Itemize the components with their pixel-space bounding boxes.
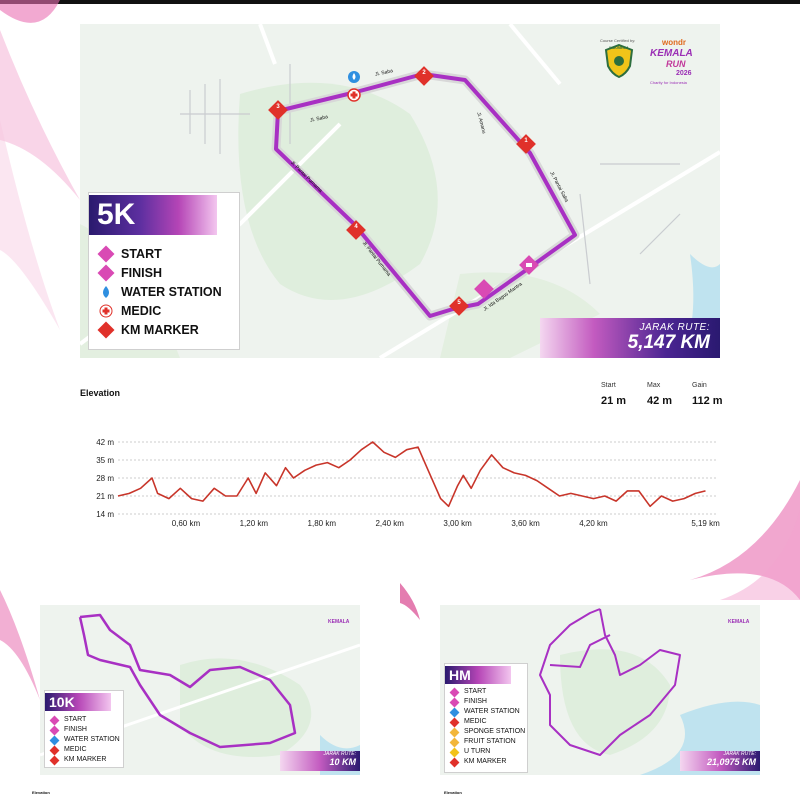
y-tick-label: 42 m — [96, 438, 114, 447]
km-marker-2[interactable]: 2 — [414, 66, 434, 86]
elevation-title-hm: Elevation — [444, 790, 462, 795]
elevation-title-10k: Elevation — [32, 790, 50, 795]
x-tick-label: 3,00 km — [443, 519, 472, 528]
event-name: KEMALA — [650, 48, 693, 59]
medic-marker[interactable] — [347, 88, 361, 102]
legend-item-finish: FINISH — [97, 264, 162, 282]
course-map-10k[interactable]: 10K START FINISH WATER STATION MEDIC KM … — [40, 605, 360, 775]
finish-marker[interactable] — [518, 254, 540, 276]
association-name: INDONESIA — [609, 46, 629, 50]
event-tagline: Charity for Indonesia — [650, 80, 687, 85]
elevation-title: Elevation — [80, 388, 121, 398]
distance-label: JARAK RUTE: — [639, 322, 710, 333]
y-tick-label: 14 m — [96, 510, 114, 519]
y-tick-label: 28 m — [96, 474, 114, 483]
sponsor-logo: wondr — [662, 38, 686, 47]
stat-start-value: 21 m — [601, 395, 627, 407]
medic-cross-icon — [99, 304, 113, 318]
km-marker-icon — [97, 321, 115, 339]
start-marker-icon — [449, 687, 460, 697]
x-tick-label: 0,60 km — [172, 519, 201, 528]
km-marker-3[interactable]: 3 — [268, 100, 288, 120]
legend-item-km: KM MARKER — [97, 321, 199, 339]
x-tick-label: 2,40 km — [375, 519, 404, 528]
km-marker-4[interactable]: 4 — [346, 220, 366, 240]
x-tick-label: 4,20 km — [579, 519, 608, 528]
sponge-icon — [449, 727, 460, 737]
elevation-series-line — [117, 441, 706, 508]
elevation-chart: 42 m 35 m 28 m 21 m 14 m 0,60 km 1,20 km 1,80 k… — [96, 438, 720, 528]
stat-max-label: Max — [647, 382, 661, 389]
finish-marker-icon — [449, 697, 460, 707]
start-marker[interactable] — [473, 278, 495, 300]
legend-10k: 10K START FINISH WATER STATION MEDIC KM … — [44, 690, 124, 768]
brand-block: Course Certified by: INDONESIA wondr KEM… — [600, 30, 720, 100]
legend-item-start: START — [97, 245, 162, 263]
start-marker-icon — [97, 245, 115, 263]
legend-item-water: WATER STATION — [97, 283, 222, 301]
km-marker-icon — [449, 757, 460, 767]
water-drop-icon — [103, 286, 109, 298]
stat-max-value: 42 m — [647, 395, 673, 407]
distance-banner-hm: JARAK RUTE: 21,0975 KM — [680, 751, 760, 771]
legend-hm: HM START FINISH WATER STATION MEDIC SPON… — [444, 663, 528, 773]
x-tick-label: 1,20 km — [240, 519, 269, 528]
km-marker-5[interactable]: 5 — [449, 296, 469, 316]
km-marker-1[interactable]: 1 — [516, 134, 536, 154]
stat-gain-label: Gain — [692, 382, 707, 389]
u-turn-icon — [449, 747, 460, 757]
water-drop-icon — [49, 735, 60, 745]
finish-marker-icon — [97, 264, 115, 282]
legend-item-medic: MEDIC — [97, 302, 161, 320]
y-tick-label: 35 m — [96, 456, 114, 465]
finish-marker-icon — [49, 725, 60, 735]
water-station-marker[interactable] — [348, 70, 360, 84]
start-marker-icon — [49, 715, 60, 725]
certified-text: Course Certified by: — [600, 38, 636, 43]
legend-hm-title: HM — [445, 666, 511, 684]
water-drop-icon — [449, 707, 460, 717]
km-marker-icon — [49, 755, 60, 765]
distance-banner-10k: JARAK RUTE: 10 KM — [280, 751, 360, 771]
course-map-hm[interactable]: HM START FINISH WATER STATION MEDIC SPON… — [440, 605, 760, 775]
stat-gain-value: 112 m — [692, 395, 723, 407]
distance-value: 5,147 KM — [627, 332, 710, 353]
fruit-icon — [449, 737, 460, 747]
stat-start-label: Start — [601, 382, 616, 389]
medic-cross-icon — [449, 717, 460, 727]
route-legend: 5K START FINISH WATER STATION MEDIC KM M… — [88, 192, 240, 350]
x-tick-label: 1,80 km — [308, 519, 337, 528]
medic-cross-icon — [49, 745, 60, 755]
association-shield-icon — [604, 44, 634, 78]
event-run: RUN — [666, 59, 686, 69]
legend-title: 5K — [89, 195, 217, 235]
top-border — [0, 0, 800, 4]
x-tick-label: 3,60 km — [511, 519, 540, 528]
route-distance-banner: JARAK RUTE: 5,147 KM — [540, 318, 720, 358]
brand-hm: KEMALA — [728, 619, 750, 625]
brand-10k: KEMALA — [328, 619, 350, 625]
x-tick-label: 5,19 km — [691, 519, 720, 528]
event-year: 2026 — [676, 70, 692, 77]
y-tick-label: 21 m — [96, 492, 114, 501]
legend-10k-title: 10K — [45, 693, 111, 711]
